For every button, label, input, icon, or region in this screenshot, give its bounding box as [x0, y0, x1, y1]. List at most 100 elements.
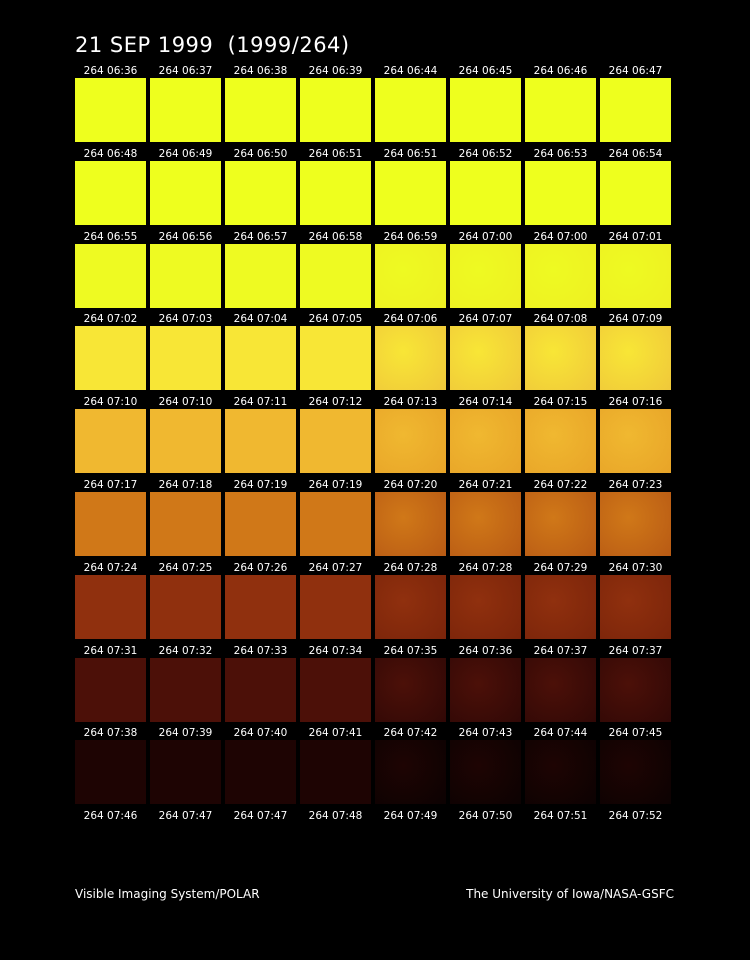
- frame-time: 264 07:17: [83, 479, 138, 491]
- frame-time: 264 07:08: [533, 313, 588, 326]
- frame-time: 264 06:51: [308, 147, 363, 160]
- frame-time: 264 07:48: [308, 810, 363, 823]
- frame-time: 264 06:39: [308, 65, 363, 77]
- frame-time: 264 06:47: [608, 65, 663, 77]
- frame-time: 264 07:28: [458, 561, 513, 574]
- frame-image: [600, 657, 671, 722]
- frame-image: [600, 78, 671, 142]
- frame-image: [450, 78, 521, 142]
- frame-image: [525, 243, 596, 308]
- frame-image: [450, 409, 521, 474]
- frame-time: 264 07:10: [83, 396, 138, 409]
- frame-time: 264 07:37: [608, 644, 663, 657]
- frame-image: [150, 243, 221, 308]
- frame-time: 264 06:53: [533, 147, 588, 160]
- frame-time: 264 07:40: [233, 727, 288, 740]
- frame-time: 264 06:54: [608, 147, 663, 160]
- frame-image: [375, 78, 446, 142]
- frame-image: [75, 409, 146, 474]
- frame-image: [525, 160, 596, 225]
- frame-image: [225, 657, 296, 722]
- frame-image: [375, 243, 446, 308]
- frame-time: 264 07:09: [608, 313, 663, 326]
- frame-time: 264 07:01: [608, 230, 663, 243]
- frame-time: 264 07:19: [308, 479, 363, 491]
- frame-time: 264 06:48: [83, 147, 138, 160]
- frame-time: 264 07:28: [383, 561, 438, 574]
- frame-image: [300, 409, 371, 474]
- frame-time: 264 07:33: [233, 644, 288, 657]
- frame-time: 264 07:38: [83, 727, 138, 740]
- frame-time: 264 06:46: [533, 65, 588, 77]
- frame-time: 264 07:27: [308, 561, 363, 574]
- frame-image: [75, 740, 146, 805]
- frame-time: 264 06:45: [458, 65, 513, 77]
- frame-image: [75, 574, 146, 639]
- frame-image: [375, 657, 446, 722]
- frame-time: 264 07:23: [608, 479, 663, 491]
- frame-image: [375, 160, 446, 225]
- frame-image: [600, 160, 671, 225]
- frame-time: 264 07:00: [533, 230, 588, 243]
- frame-time: 264 06:56: [158, 230, 213, 243]
- frame-image: [150, 574, 221, 639]
- frame-time: 264 07:45: [608, 727, 663, 740]
- frame-image: [150, 492, 221, 556]
- frame-image: [375, 740, 446, 805]
- frame-image: [525, 326, 596, 391]
- frame-time: 264 07:34: [308, 644, 363, 657]
- frame-image: [375, 409, 446, 474]
- frame-image: [75, 243, 146, 308]
- frame-image: [150, 409, 221, 474]
- frame-image: [300, 326, 371, 391]
- frame-time: 264 07:43: [458, 727, 513, 740]
- frame-image: [225, 326, 296, 391]
- frame-time: 264 07:02: [83, 313, 138, 326]
- frame-image: [75, 78, 146, 142]
- frame-time: 264 07:15: [533, 396, 588, 409]
- frame-time: 264 06:44: [383, 65, 438, 77]
- footer-right: The University of Iowa/NASA-GSFC: [466, 887, 674, 901]
- title: 21 SEP 1999 (1999/264): [75, 33, 350, 57]
- frame-time: 264 07:18: [158, 479, 213, 491]
- frame-image: [600, 409, 671, 474]
- frame-image: [450, 657, 521, 722]
- frame-time: 264 07:47: [158, 810, 213, 823]
- frame-time: 264 07:31: [83, 644, 138, 657]
- frame-image: [300, 78, 371, 142]
- frame-image: [525, 492, 596, 556]
- frame-image: [450, 160, 521, 225]
- frame-image: [75, 657, 146, 722]
- frame-time: 264 07:07: [458, 313, 513, 326]
- frame-image: [375, 574, 446, 639]
- frame-time: 264 06:51: [383, 147, 438, 160]
- frame-time: 264 07:04: [233, 313, 288, 326]
- frame-time: 264 07:00: [458, 230, 513, 243]
- frame-image: [450, 492, 521, 556]
- frame-image: [600, 492, 671, 556]
- frame-time: 264 07:12: [308, 396, 363, 409]
- frame-time: 264 06:50: [233, 147, 288, 160]
- frame-time: 264 07:10: [158, 396, 213, 409]
- frame-image: [300, 160, 371, 225]
- frame-time: 264 07:41: [308, 727, 363, 740]
- frame-time: 264 06:38: [233, 65, 288, 77]
- frame-image: [150, 326, 221, 391]
- frame-time: 264 07:35: [383, 644, 438, 657]
- frame-time: 264 07:11: [233, 396, 288, 409]
- frame-image: [225, 78, 296, 142]
- frame-time: 264 07:52: [608, 810, 663, 823]
- frame-time: 264 07:16: [608, 396, 663, 409]
- frame-image: [225, 160, 296, 225]
- frame-time: 264 07:14: [458, 396, 513, 409]
- frame-time: 264 07:25: [158, 561, 213, 574]
- frame-time: 264 06:52: [458, 147, 513, 160]
- frame-image: [150, 78, 221, 142]
- frame-image: [375, 492, 446, 556]
- frame-image: [75, 160, 146, 225]
- frame-image: [150, 657, 221, 722]
- frame-time: 264 07:05: [308, 313, 363, 326]
- frame-time: 264 06:58: [308, 230, 363, 243]
- frame-time: 264 07:19: [233, 479, 288, 491]
- frame-time: 264 07:36: [458, 644, 513, 657]
